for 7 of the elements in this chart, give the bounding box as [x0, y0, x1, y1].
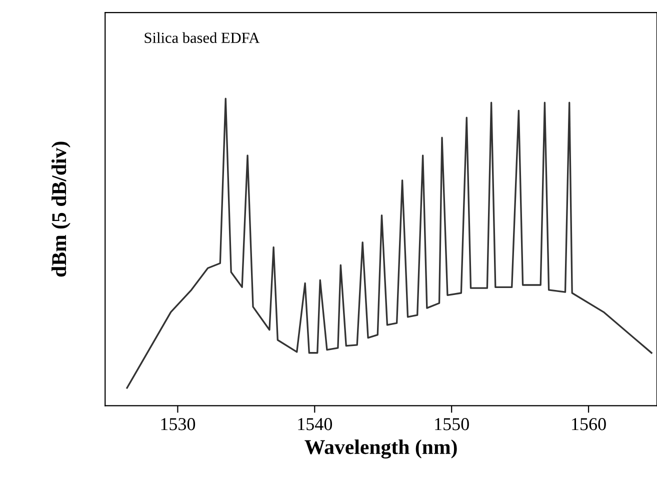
text: Silica based EDFA — [144, 32, 260, 44]
x-axis-title: Wavelength (nm) — [304, 439, 457, 459]
x-tick-label: 1550 — [435, 418, 469, 430]
x-tick-label: 1560 — [572, 418, 606, 430]
x-tick-label: 1540 — [298, 418, 332, 430]
y-axis-title: dBm (5 dB/div) — [52, 142, 70, 277]
x-tick-label: 1530 — [161, 418, 196, 430]
